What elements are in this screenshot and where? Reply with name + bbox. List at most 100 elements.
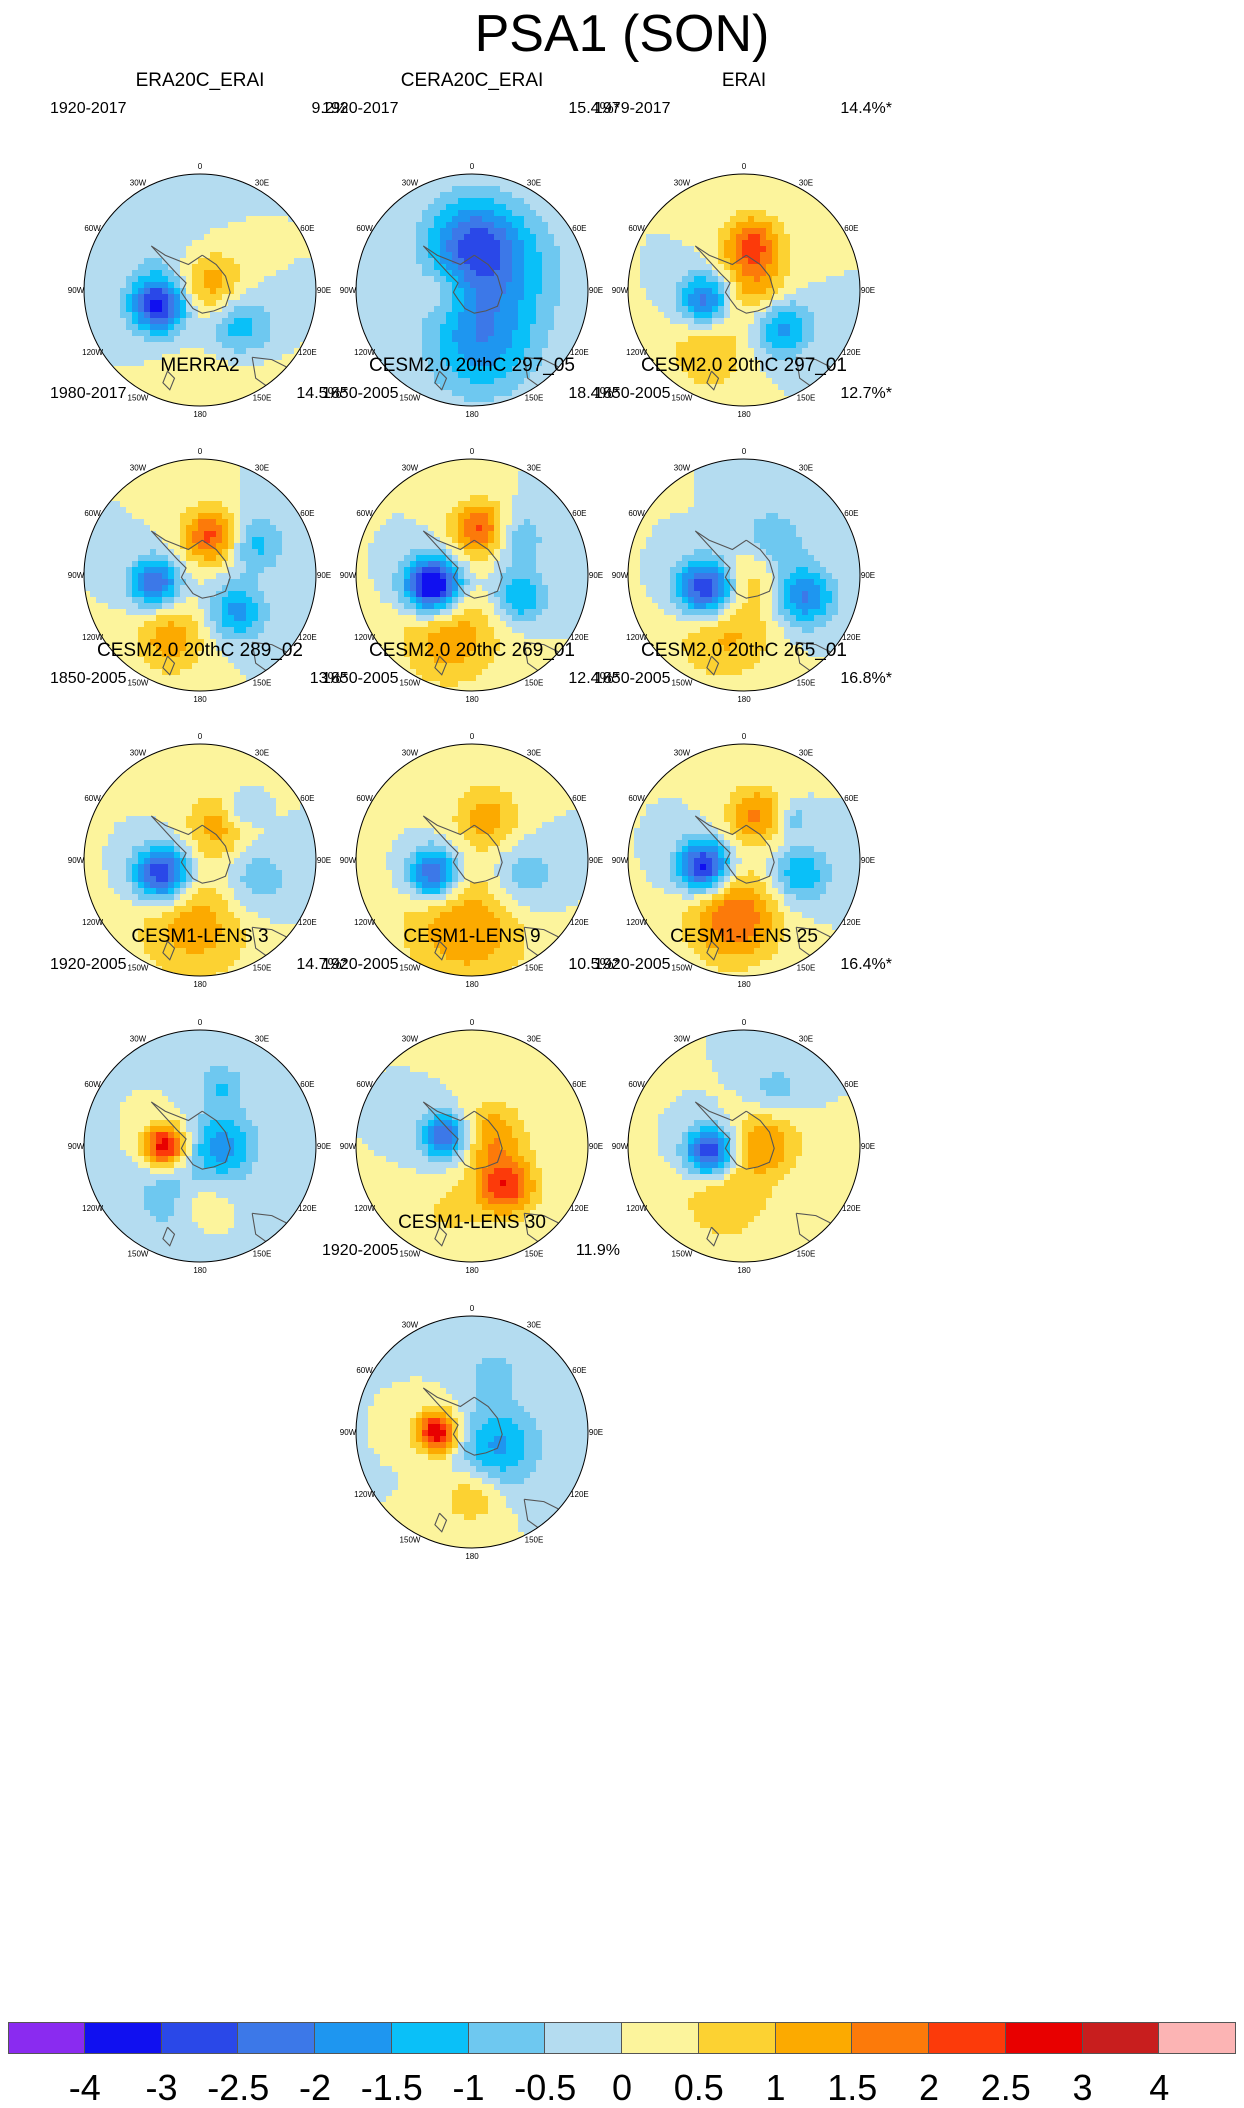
colorbar-swatch: [392, 2022, 469, 2054]
longitude-label: 90E: [861, 856, 875, 865]
longitude-label: 90W: [68, 856, 85, 865]
colorbar: [8, 2022, 1236, 2054]
colorbar-swatch: [699, 2022, 776, 2054]
longitude-label: 60W: [628, 224, 645, 233]
longitude-label: 60W: [356, 224, 373, 233]
colorbar-swatch: [852, 2022, 929, 2054]
longitude-label: 90W: [340, 1142, 357, 1151]
longitude-label: 90W: [340, 571, 357, 580]
longitude-label: 150W: [128, 1249, 149, 1258]
longitude-label: 0: [470, 447, 475, 456]
colorbar-swatch: [162, 2022, 239, 2054]
longitude-label: 30E: [799, 1035, 813, 1044]
colorbar-swatch: [545, 2022, 622, 2054]
longitude-label: 60W: [628, 509, 645, 518]
longitude-label: 90W: [612, 571, 629, 580]
colorbar-swatch: [622, 2022, 699, 2054]
longitude-label: 150E: [525, 1535, 544, 1544]
longitude-label: 0: [198, 1018, 203, 1027]
colorbar-swatch: [929, 2022, 1006, 2054]
colorbar-tick-label: 1: [738, 2068, 814, 2108]
longitude-label: 0: [198, 162, 203, 171]
longitude-label: 30E: [527, 1035, 541, 1044]
longitude-label: 30W: [130, 464, 147, 473]
colorbar-swatch: [1083, 2022, 1160, 2054]
longitude-label: 90W: [68, 286, 85, 295]
longitude-label: 90E: [861, 1142, 875, 1151]
longitude-label: 90E: [589, 1428, 603, 1437]
longitude-label: 30W: [402, 749, 419, 758]
longitude-label: 60E: [844, 509, 858, 518]
longitude-label: 90W: [612, 1142, 629, 1151]
colorbar-tick-label: -0.5: [507, 2068, 583, 2108]
colorbar-tick-label: -3: [124, 2068, 200, 2108]
colorbar-tick-label: -2: [277, 2068, 353, 2108]
colorbar-tick-label: 2.5: [968, 2068, 1044, 2108]
longitude-label: 60W: [84, 224, 101, 233]
longitude-label: 180: [465, 1552, 479, 1561]
longitude-label: 0: [470, 1018, 475, 1027]
longitude-label: 30W: [674, 179, 691, 188]
longitude-label: 30E: [255, 1035, 269, 1044]
colorbar-tick-label: 4: [1121, 2068, 1197, 2108]
longitude-label: 90E: [861, 286, 875, 295]
longitude-label: 90W: [340, 856, 357, 865]
longitude-label: 120W: [354, 1490, 375, 1499]
longitude-label: 30W: [402, 1321, 419, 1330]
longitude-label: 0: [742, 1018, 747, 1027]
longitude-label: 30E: [527, 179, 541, 188]
colorbar-tick-label: 0: [584, 2068, 660, 2108]
colorbar-swatch: [1006, 2022, 1083, 2054]
longitude-label: 150W: [672, 1249, 693, 1258]
longitude-label: 30E: [799, 464, 813, 473]
longitude-label: 30W: [402, 1035, 419, 1044]
longitude-label: 180: [193, 1266, 207, 1275]
longitude-label: 60E: [844, 1080, 858, 1089]
panel-title: CESM2.0 20thC 297_01: [574, 355, 914, 377]
colorbar-tick-label: 0.5: [661, 2068, 737, 2108]
longitude-label: 60W: [84, 509, 101, 518]
longitude-label: 150W: [400, 1535, 421, 1544]
longitude-label: 90W: [340, 286, 357, 295]
panel-title: CESM1-LENS 30: [302, 1212, 642, 1234]
longitude-label: 0: [470, 162, 475, 171]
longitude-label: 60W: [356, 509, 373, 518]
longitude-label: 0: [742, 162, 747, 171]
longitude-label: 90W: [612, 286, 629, 295]
longitude-label: 60W: [84, 794, 101, 803]
longitude-label: 30E: [527, 749, 541, 758]
colorbar-tick-label: -1.5: [354, 2068, 430, 2108]
longitude-label: 90W: [68, 1142, 85, 1151]
colorbar-swatch: [238, 2022, 315, 2054]
longitude-label: 30E: [527, 1321, 541, 1330]
colorbar-swatch: [776, 2022, 853, 2054]
colorbar-swatch: [315, 2022, 392, 2054]
panel-title: CESM1-LENS 25: [574, 926, 914, 948]
longitude-label: 60E: [572, 1366, 586, 1375]
longitude-label: 30W: [674, 464, 691, 473]
longitude-label: 0: [470, 732, 475, 741]
longitude-label: 60W: [356, 1366, 373, 1375]
longitude-label: 0: [742, 732, 747, 741]
longitude-label: 30W: [402, 179, 419, 188]
longitude-label: 30E: [799, 749, 813, 758]
colorbar-tick-label: -2.5: [200, 2068, 276, 2108]
longitude-label: 90W: [340, 1428, 357, 1437]
longitude-label: 30W: [674, 1035, 691, 1044]
longitude-label: 30W: [402, 464, 419, 473]
longitude-label: 60W: [628, 1080, 645, 1089]
longitude-label: 60E: [844, 224, 858, 233]
longitude-label: 90E: [861, 571, 875, 580]
panel-title: CESM2.0 20thC 265_01: [574, 640, 914, 662]
longitude-label: 60W: [84, 1080, 101, 1089]
longitude-label: 30E: [255, 179, 269, 188]
longitude-label: 120E: [570, 1490, 589, 1499]
colorbar-swatch: [1159, 2022, 1236, 2054]
longitude-label: 150E: [253, 1249, 272, 1258]
figure-title: PSA1 (SON): [0, 2, 1244, 66]
longitude-label: 60W: [356, 794, 373, 803]
longitude-label: 90W: [612, 856, 629, 865]
longitude-label: 150E: [797, 1249, 816, 1258]
longitude-label: 30W: [130, 1035, 147, 1044]
